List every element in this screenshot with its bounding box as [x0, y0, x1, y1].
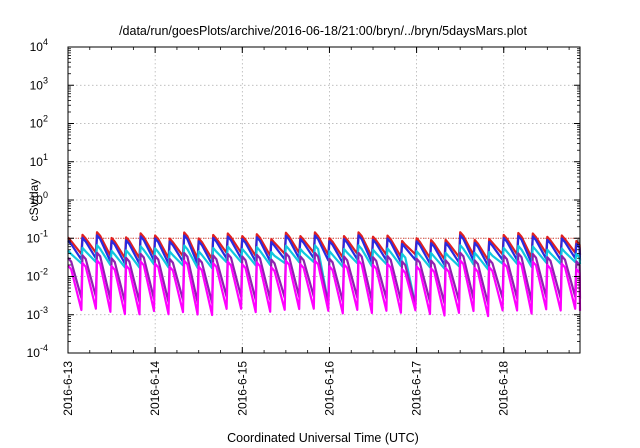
x-tick-label: 2016-6-17 [410, 361, 424, 416]
y-tick-label: 10-4 [27, 343, 48, 360]
y-tick-label: 101 [30, 152, 48, 169]
series-layer [67, 231, 582, 318]
y-axis-label: cSv/day [27, 179, 41, 222]
x-tick-label: 2016-6-13 [61, 361, 75, 416]
x-axis-ticks: 2016-6-13 2016-6-14 2016-6-15 2016-6-16 2016… [61, 47, 570, 416]
y-tick-label: 10-3 [27, 305, 48, 322]
plot-area [67, 46, 582, 354]
x-tick-label: 2016-6-16 [322, 361, 336, 416]
chart-title: /data/run/goesPlots/archive/2016-06-18/2… [119, 24, 527, 38]
x-tick-label: 2016-6-18 [497, 361, 511, 416]
series-line-magenta [67, 259, 582, 318]
y-tick-label: 102 [30, 114, 48, 131]
y-tick-label: 10-1 [27, 228, 48, 245]
y-tick-label: 103 [30, 75, 48, 92]
x-tick-label: 2016-6-14 [148, 361, 162, 416]
x-tick-label: 2016-6-15 [235, 361, 249, 416]
x-axis-label: Coordinated Universal Time (UTC) [227, 431, 419, 445]
y-tick-label: 104 [30, 37, 48, 54]
y-tick-label: 10-2 [27, 267, 48, 284]
